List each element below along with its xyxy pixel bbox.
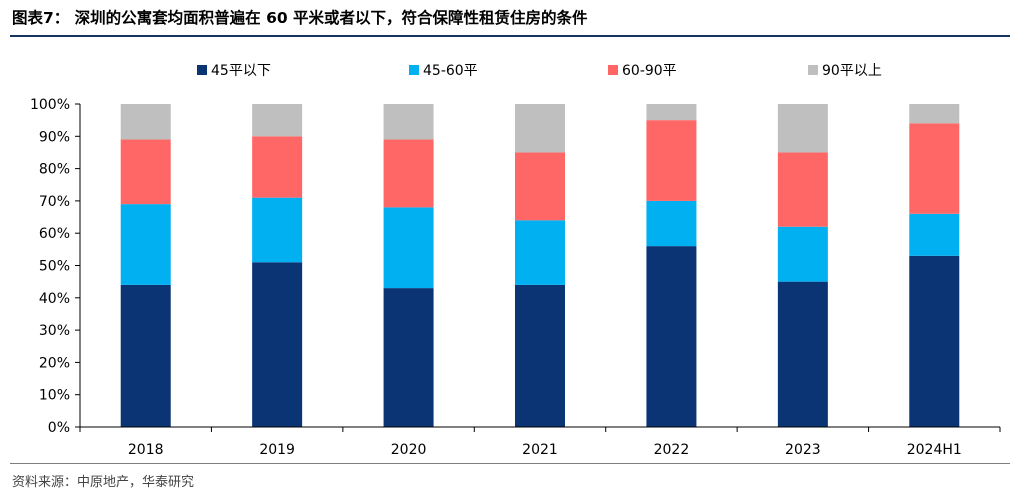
bar-2018-series-0: [120, 284, 171, 427]
chart-axes: 0% 10% 20% 30% 40% 50% 60% 70% 80% 90% 100% 2018 201…: [30, 97, 1001, 458]
bar-2019-series-3: [252, 104, 303, 137]
bar-2020-series-1: [383, 207, 434, 289]
y-tick-label: 10%: [39, 388, 70, 404]
bar-2021-series-1: [515, 220, 565, 285]
bar-2024H1-series-3: [909, 104, 960, 124]
bar-2024H1-series-2: [909, 123, 960, 214]
bar-2023-series-1: [777, 226, 828, 282]
chart-title: 图表7： 深圳的公寓套均面积普遍在 60 平米或者以下，符合保障性租赁住房的条件: [12, 9, 588, 27]
legend-label-3: 90平以上: [822, 63, 882, 79]
bar-2023-series-2: [777, 152, 828, 227]
x-tick-label: 2020: [391, 442, 427, 458]
y-tick-label: 30%: [39, 323, 70, 339]
y-tick-label: 0%: [48, 420, 70, 436]
source-note: 资料来源：中原地产，华泰研究: [12, 475, 195, 490]
x-tick-label: 2022: [654, 442, 690, 458]
bar-2022-series-0: [646, 246, 697, 427]
y-tick-label: 90%: [39, 129, 70, 145]
bar-2018-series-1: [120, 204, 171, 285]
bar-group: [120, 104, 960, 427]
bar-2022-series-1: [646, 200, 697, 247]
bar-2019-series-2: [252, 136, 303, 198]
bar-2018-series-2: [120, 139, 171, 205]
x-tick-label: 2023: [785, 442, 821, 458]
bar-2024H1-series-0: [909, 255, 960, 427]
chart-legend: 45平以下 45-60平 60-90平 90平以上: [197, 63, 882, 79]
footer-divider: [10, 463, 1010, 464]
bar-2021-series-2: [515, 152, 565, 221]
legend-swatch-0: [197, 65, 207, 75]
x-tick-label: 2019: [259, 442, 295, 458]
x-tick-label: 2018: [128, 442, 164, 458]
y-tick-label: 80%: [39, 162, 70, 178]
bar-2020-series-0: [383, 288, 434, 427]
legend-swatch-1: [409, 65, 419, 75]
bar-2019-series-0: [252, 262, 303, 427]
bar-2020-series-3: [383, 104, 434, 140]
bar-2023-series-3: [777, 104, 828, 153]
bar-2019-series-1: [252, 197, 303, 263]
bar-2023-series-0: [777, 281, 828, 427]
bar-2022-series-3: [646, 104, 697, 121]
y-tick-label: 60%: [39, 226, 70, 242]
y-tick-label: 20%: [39, 355, 70, 371]
bar-2021-series-0: [515, 284, 565, 427]
legend-swatch-2: [608, 65, 618, 75]
title-divider: [10, 35, 1010, 37]
bar-2022-series-2: [646, 120, 697, 201]
x-tick-label: 2021: [522, 442, 558, 458]
bar-2018-series-3: [120, 104, 171, 140]
legend-label-2: 60-90平: [622, 63, 677, 79]
legend-label-1: 45-60平: [423, 63, 478, 79]
y-tick-label: 50%: [39, 259, 70, 275]
bar-2021-series-3: [515, 104, 565, 153]
stacked-bar-chart: 45平以下 45-60平 60-90平 90平以上 0% 10% 20% 30% 40% 50%…: [30, 63, 1001, 458]
legend-swatch-3: [808, 65, 818, 75]
y-tick-label: 100%: [30, 97, 70, 113]
bar-2024H1-series-1: [909, 213, 960, 256]
y-tick-label: 70%: [39, 194, 70, 210]
bar-2020-series-2: [383, 139, 434, 208]
x-tick-label: 2024H1: [907, 442, 962, 458]
y-tick-label: 40%: [39, 291, 70, 307]
legend-label-0: 45平以下: [211, 63, 271, 79]
